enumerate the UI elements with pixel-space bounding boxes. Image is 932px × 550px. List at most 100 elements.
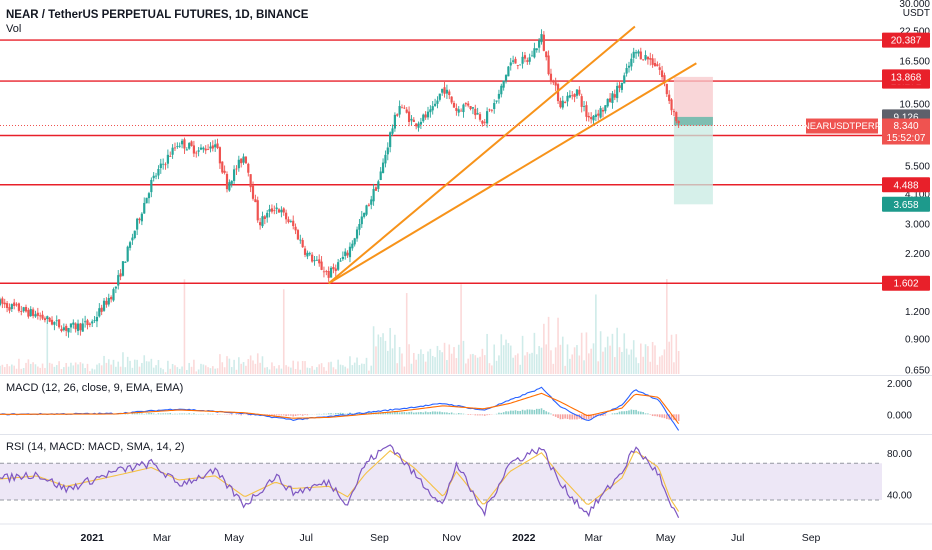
macd-histogram-bar [141,413,143,415]
volume-bar [424,361,427,374]
macd-histogram-bar [640,411,642,415]
volume-bar [282,289,285,374]
volume-bar [635,357,637,374]
target-price-tag: 3.658 [893,200,918,211]
volume-bar [609,345,611,374]
volume-bar [67,366,70,374]
volume-bar [519,364,522,374]
volume-bar [545,344,548,374]
rsi-tick-label: 80.00 [887,449,912,460]
volume-bar [547,316,550,374]
candle-body [199,147,203,150]
macd-histogram-bar [677,414,680,422]
candle-body [69,323,73,328]
volume-bar [41,363,44,374]
volume-bar [443,342,446,374]
candle-body [393,114,396,129]
macd-histogram-bar [545,411,548,415]
date-tick-label: Sep [370,532,389,544]
volume-bar [103,355,105,374]
candle-body [672,111,676,113]
volume-bar [22,367,25,374]
volume-bar [488,363,491,374]
candle-body [166,154,169,164]
candle-body [490,109,493,111]
macd-histogram-bar [332,413,335,415]
candle-body [303,248,307,255]
macd-histogram-bar [282,414,285,416]
volume-bar [252,360,254,374]
candle-body [585,105,588,117]
macd-histogram-bar [455,413,458,415]
candle-body [0,299,2,306]
level-price-tag-bg [882,177,930,193]
candle-body [162,163,165,165]
macd-histogram-bar [658,414,661,418]
candle-body [131,237,134,241]
candle-body [140,213,143,222]
macd-histogram-bar [290,414,292,416]
date-tick-label: Mar [584,532,603,544]
volume-bar [65,362,68,374]
volume-bar [481,348,484,374]
macd-histogram-bar [592,414,595,418]
candle-body [365,205,368,215]
volume-bar [673,362,675,374]
price-tick-label: 5.500 [905,161,930,172]
macd-histogram-bar [453,413,455,415]
candle-body [329,267,333,278]
macd-histogram-bar [342,412,344,415]
macd-histogram-bar [212,413,214,415]
volume-bar [654,345,656,374]
candle-body [223,170,226,173]
candle-body [445,89,449,94]
candle-body [93,320,96,321]
candle-body [403,107,406,109]
volume-bar [202,364,205,374]
macd-histogram-bar [164,413,167,415]
candle-body [353,238,356,245]
macd-histogram-bar [528,409,531,415]
candle-body [259,222,262,226]
macd-histogram-bar [469,414,472,416]
candle-body [301,240,304,248]
level-price-tag-bg [882,275,930,291]
volume-bar [583,360,585,374]
candle-body [107,297,110,305]
candle-body [117,275,120,286]
candle-body [642,59,645,61]
candle-body [630,58,633,67]
candle-body [289,221,292,222]
candle-body [396,114,399,116]
volume-bar [493,344,496,374]
volume-bar [469,354,472,374]
candle-body [136,218,139,230]
macd-histogram-bar [403,411,406,415]
candle-body [62,327,65,331]
volume-bar [138,366,141,374]
macd-tick-label: 0.000 [887,410,912,421]
macd-histogram-bar [540,408,543,415]
macd-histogram-bar [136,413,138,415]
volume-bar [644,344,647,374]
volume-bar [384,340,387,374]
volume-bar [230,367,233,374]
volume-bar [427,351,429,374]
volume-bar [394,334,396,374]
volume-bar [174,365,176,374]
macd-histogram-bar [159,413,162,415]
candle-body [308,253,311,255]
candle-body [450,96,453,103]
candle-body [285,212,288,220]
candle-body [275,207,278,210]
volume-bar [200,363,202,374]
volume-bar [618,347,621,374]
macd-histogram-bar [271,414,273,417]
macd-histogram-bar [628,410,630,415]
macd-histogram-bar [479,414,481,416]
volume-bar [389,327,391,374]
volume-series [0,279,680,374]
macd-histogram-bar [133,413,136,415]
candle-body [580,96,583,107]
